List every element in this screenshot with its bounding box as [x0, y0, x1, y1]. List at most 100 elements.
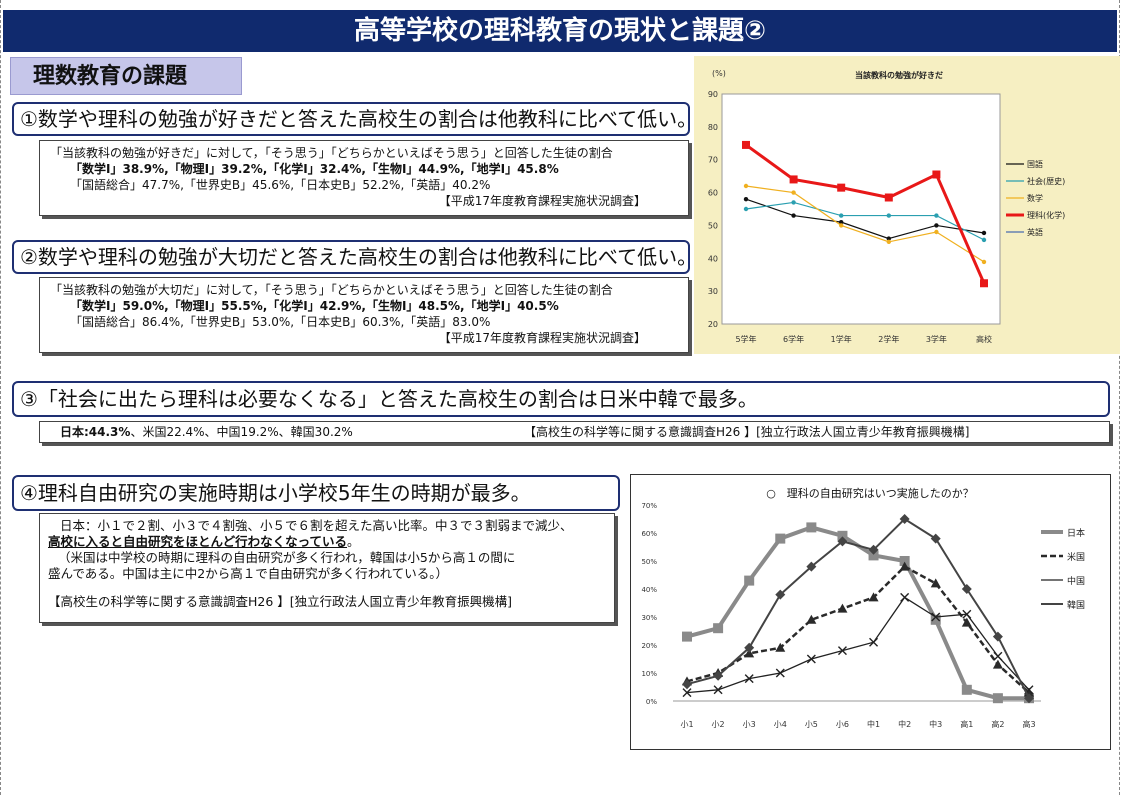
y-tick-label: 40	[708, 254, 718, 263]
plot-area	[721, 93, 1001, 325]
legend-label: 数学	[1027, 193, 1043, 203]
data-point	[899, 514, 910, 524]
legend-label: 国語	[1027, 159, 1043, 169]
data-point	[981, 259, 987, 265]
data-point	[806, 614, 817, 624]
legend-label: 社会(歴史)	[1027, 176, 1065, 186]
data-point	[744, 575, 755, 586]
y-tick-label: 50%	[641, 558, 657, 566]
q1-source: 【平成17年度教育課程実施状況調査】	[438, 194, 646, 208]
data-point	[837, 646, 847, 656]
data-point	[742, 140, 750, 149]
data-point	[743, 196, 749, 202]
data-point	[789, 175, 798, 184]
data-point	[713, 670, 724, 681]
x-tick-label: 小3	[743, 720, 756, 729]
q1-detail-box: 「当該教科の勉強が好きだ」に対して，「そう思う」「どちらかといえばそう思う」と回…	[39, 140, 689, 216]
x-tick-label: 1学年	[831, 334, 852, 344]
y-tick-label: 80	[708, 123, 718, 132]
y-tick-label: 40%	[641, 586, 657, 594]
data-point	[744, 674, 754, 684]
x-tick-label: 小1	[680, 720, 693, 729]
data-point	[900, 592, 910, 602]
page-border-right	[1119, 0, 1121, 795]
data-point	[806, 522, 817, 533]
free-research-chart: ○ 理科の自由研究はいつ実施したのか？ 0% 10% 20% 30% 40% 50% 60% 7…	[630, 474, 1111, 750]
data-point	[791, 190, 796, 195]
data-point	[868, 592, 879, 602]
q3-heading: ③「社会に出たら理科は必要なくなる」と答えた高校生の割合は日米中韓で最多。	[12, 381, 1110, 417]
q4-line1: 日本：小１で２割、小３で４割強、小５で６割を超えた高い比率。中３で３割弱まで減少…	[60, 518, 573, 533]
x-tick-label: 小6	[836, 720, 849, 729]
chart-title: ○ 理科の自由研究はいつ実施したのか？	[766, 486, 974, 500]
q4-source: 【高校生の科学等に関する意識調査H26 】[独立行政法人国立青少年教育振興機構]	[48, 594, 513, 609]
subject-liking-chart: (%) 当該教科の勉強が好きだ 20 30 40 50 60 70 80 90 5学年 6学年 1学年 2…	[694, 56, 1120, 354]
data-point	[934, 229, 939, 235]
q2-science-values: 「数学Ⅰ」59.0%,「物理Ⅰ」55.5%,「化学Ⅰ」42.9%,「生物Ⅰ」48…	[70, 299, 559, 313]
q2-heading: ②数学や理科の勉強が大切だと答えた高校生の割合は他教科に比べて低い。	[12, 240, 697, 274]
q1-science-values: 「数学Ⅰ」38.9%,「物理Ⅰ」39.2%,「化学Ⅰ」32.4%,「生物Ⅰ」44…	[70, 162, 559, 176]
data-point	[884, 193, 893, 202]
legend-label: 中国	[1067, 575, 1085, 587]
data-point	[868, 550, 879, 561]
y-tick-label: 70	[708, 156, 718, 165]
data-point	[806, 561, 817, 572]
data-point	[962, 609, 972, 619]
data-point	[743, 206, 749, 212]
data-point	[744, 648, 755, 658]
data-point	[775, 533, 786, 544]
data-point	[886, 213, 891, 218]
data-point	[744, 642, 755, 653]
data-point	[775, 668, 785, 678]
data-point	[930, 614, 941, 625]
x-tick-label: 小4	[774, 720, 787, 729]
data-point	[992, 659, 1003, 669]
y-tick-label: 20	[708, 320, 718, 329]
data-point	[981, 237, 987, 243]
data-point	[886, 239, 891, 245]
data-point	[806, 654, 816, 664]
y-tick-label: 20%	[641, 642, 657, 650]
x-tick-label: 6学年	[783, 334, 804, 344]
q1-intro: 「当該教科の勉強が好きだ」に対して，「そう思う」「どちらかといえばそう思う」と回…	[50, 146, 613, 160]
q3-source: 【高校生の科学等に関する意識調査H26 】[独立行政法人国立青少年教育振興機構]	[524, 425, 970, 439]
subject-liking-chart-svg: (%) 当該教科の勉強が好きだ 20 30 40 50 60 70 80 90 5学年 6学年 1学年 2…	[708, 69, 1065, 344]
series-line	[686, 517, 1030, 699]
q4-line4: 盛んである。中国は主に中2から高１で自由研究が多く行われている。）	[48, 566, 448, 581]
x-tick-label: 高2	[991, 719, 1004, 729]
legend-label: 米国	[1067, 551, 1085, 563]
y-tick-label: 0%	[646, 698, 657, 706]
x-tick-label: 5学年	[735, 334, 756, 344]
data-point	[775, 642, 786, 652]
data-point	[993, 651, 1003, 661]
y-tick-label: 30%	[641, 614, 657, 622]
x-tick-label: 2学年	[878, 334, 899, 344]
data-point	[934, 223, 939, 228]
data-point	[791, 200, 796, 205]
data-point	[992, 631, 1003, 642]
data-point	[791, 213, 796, 218]
data-point	[899, 556, 910, 566]
data-point	[961, 684, 972, 695]
data-point	[713, 685, 723, 695]
series-line	[745, 143, 986, 284]
y-axis-unit: (%)	[712, 69, 726, 78]
q4-line2-underlined: 高校に入ると自由研究をほとんど行わなくなっている	[48, 534, 348, 549]
y-tick-label: 90	[708, 90, 718, 99]
data-point	[886, 236, 891, 241]
q1-heading: ①数学や理科の勉強が好きだと答えた高校生の割合は他教科に比べて低い。	[12, 102, 697, 136]
y-tick-label: 10%	[641, 670, 657, 678]
data-point	[961, 617, 972, 627]
x-tick-label: 高校	[976, 334, 992, 344]
section-label: 理数教育の課題	[10, 57, 242, 95]
legend-label: 日本	[1067, 527, 1085, 539]
data-point	[961, 584, 972, 594]
data-point	[931, 612, 941, 622]
q4-line2-end: 。	[347, 534, 360, 549]
data-point	[1024, 693, 1034, 704]
y-tick-label: 60%	[641, 530, 657, 538]
x-tick-label: 高1	[960, 719, 973, 729]
data-point	[839, 219, 844, 225]
series-line	[745, 198, 985, 240]
series-line	[686, 565, 1030, 694]
